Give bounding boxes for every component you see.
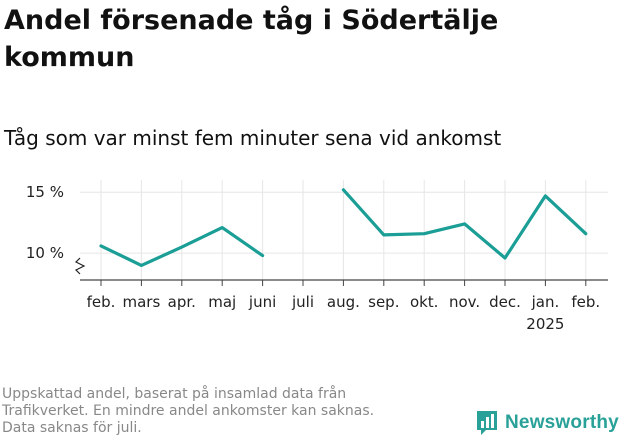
x-tick-label-0: feb. [87, 293, 116, 311]
x-tick-label-12: feb. [571, 293, 600, 311]
x-tick-label-1: mars [123, 293, 161, 311]
x-tick-label-11: jan. [531, 293, 560, 311]
bar-chart-chat-icon [477, 411, 497, 435]
x-tick-label-9: nov. [449, 293, 480, 311]
x-year-label: 2025 [526, 315, 564, 333]
x-tick-label-2: apr. [168, 293, 196, 311]
chart-subtitle: Tåg som var minst fem minuter sena vid a… [4, 126, 502, 150]
footnote-line-3: Data saknas för juli. [2, 420, 142, 436]
series-lines [99, 188, 588, 267]
x-tick-label-5: juli [291, 293, 314, 311]
grid-lines [80, 180, 608, 280]
x-tick-label-7: sep. [368, 293, 399, 311]
axes [74, 257, 608, 286]
series-0-segment-0 [99, 226, 265, 267]
y-tick-label-0: 10 % [26, 244, 64, 262]
footnote-line-1: Uppskattad andel, baserat på insamlad da… [2, 386, 347, 402]
x-tick-label-4: juni [248, 293, 276, 311]
footnote: Uppskattad andel, baserat på insamlad da… [2, 386, 442, 437]
tick-labels: 10 % 15 % feb. mars apr. maj juni juli aug. sep. o… [26, 183, 600, 333]
chart-title: Andel försenade tåg i Södertälje kommun [4, 5, 499, 73]
series-0-segment-1 [341, 188, 588, 260]
brand-logo: Newsworthy [476, 409, 619, 437]
x-tick-label-6: aug. [327, 293, 360, 311]
y-axis-break-icon [74, 257, 86, 275]
y-tick-label-1: 15 % [26, 183, 64, 201]
x-tick-label-8: okt. [410, 293, 439, 311]
brand-name: Newsworthy [505, 412, 619, 433]
x-tick-label-10: dec. [489, 293, 521, 311]
line-chart: 10 % 15 % feb. mars apr. maj juni juli aug. sep. o… [26, 180, 608, 333]
footnote-line-2: Trafikverket. En mindre andel ankomster … [2, 403, 375, 419]
x-tick-label-3: maj [208, 293, 236, 311]
